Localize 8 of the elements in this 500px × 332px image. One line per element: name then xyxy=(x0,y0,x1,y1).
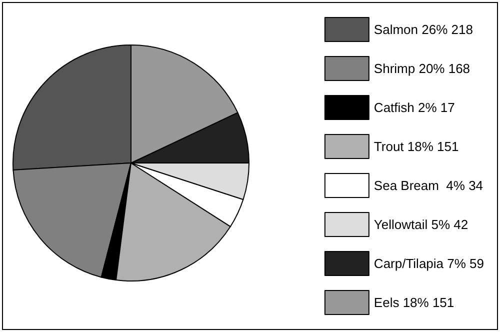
legend-label: Salmon 26% 218 xyxy=(374,22,473,37)
legend-label: Yellowtail 5% 42 xyxy=(374,217,468,232)
legend-label: Eels 18% 151 xyxy=(374,295,454,310)
legend-label: Carp/Tilapia 7% 59 xyxy=(374,256,484,271)
legend-label: Shrimp 20% 168 xyxy=(374,61,470,76)
legend-label: Sea Bream 4% 34 xyxy=(374,178,484,193)
legend-label: Catfish 2% 17 xyxy=(374,100,455,115)
legend-label: Trout 18% 151 xyxy=(374,139,459,154)
